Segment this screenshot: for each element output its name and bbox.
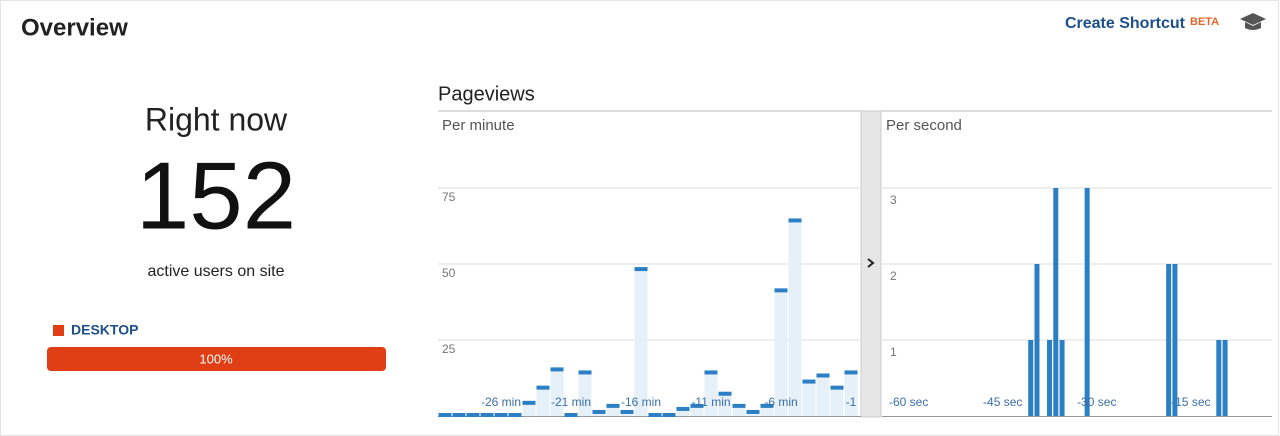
create-shortcut[interactable]: Create Shortcut	[1065, 15, 1186, 32]
bar	[620, 412, 634, 416]
bar	[536, 388, 550, 416]
y-tick-label: 25	[442, 342, 456, 356]
bar-cap	[718, 391, 732, 396]
bar-cap	[732, 403, 746, 408]
bar	[1222, 340, 1228, 416]
bar	[844, 373, 858, 416]
y-tick-label: 2	[890, 269, 897, 283]
bar-cap	[564, 413, 578, 417]
bar	[1053, 188, 1059, 416]
bar	[1047, 340, 1053, 416]
x-tick-label: -45 sec	[983, 395, 1022, 409]
active-users: 152	[136, 142, 296, 249]
bar-cap	[802, 379, 816, 384]
bar	[606, 406, 620, 416]
beta-badge: BETA	[1190, 16, 1219, 28]
right-now-title: Right now	[145, 101, 288, 137]
bar-cap	[466, 413, 480, 417]
x-tick-label: -30 sec	[1077, 395, 1116, 409]
bar	[760, 406, 774, 416]
y-tick-label: 75	[442, 190, 456, 204]
bar-cap	[704, 370, 718, 375]
bar-cap	[746, 409, 760, 414]
bar-cap	[592, 409, 606, 414]
active-users-caption: active users on site	[148, 263, 285, 280]
bar-cap	[480, 413, 494, 417]
x-tick-label: -60 sec	[889, 395, 928, 409]
bar	[522, 403, 536, 416]
bar	[830, 388, 844, 416]
bar	[746, 412, 760, 416]
share-label: 100%	[199, 351, 233, 366]
bar	[676, 409, 690, 416]
bar-cap	[760, 403, 774, 408]
y-tick-label: 3	[890, 193, 897, 207]
bar	[1172, 264, 1178, 416]
bar-cap	[676, 406, 690, 411]
bar	[1034, 264, 1040, 416]
y-tick-label: 50	[442, 266, 456, 280]
bar-cap	[662, 413, 676, 417]
bar	[578, 373, 592, 416]
x-tick-label: -15 sec	[1171, 395, 1210, 409]
bar-cap	[536, 385, 550, 390]
x-tick-label: -1	[846, 395, 857, 409]
bar	[718, 394, 732, 416]
bar	[732, 406, 746, 416]
legend-label: DESKTOP	[71, 322, 138, 338]
bar	[788, 221, 802, 416]
bar	[816, 376, 830, 416]
bar	[1059, 340, 1065, 416]
expand-arrow[interactable]	[867, 258, 875, 268]
bar	[690, 406, 704, 416]
bar	[1216, 340, 1222, 416]
x-tick-label: -26 min	[481, 395, 521, 409]
bar-cap	[844, 370, 858, 375]
bar-cap	[830, 385, 844, 390]
bar-cap	[816, 373, 830, 378]
bar-cap	[452, 413, 466, 417]
share-bar	[47, 347, 386, 371]
pageviews-title: Pageviews	[438, 83, 535, 105]
bar	[550, 370, 564, 416]
x-tick-label: -16 min	[621, 395, 661, 409]
chart-subtitle: Per second	[886, 117, 962, 134]
bar-cap	[648, 413, 662, 417]
bar-cap	[494, 413, 508, 417]
bar	[592, 412, 606, 416]
bar	[1084, 188, 1090, 416]
bar-cap	[690, 403, 704, 408]
bar	[774, 291, 788, 416]
bar-cap	[438, 413, 452, 417]
bar-cap	[788, 218, 802, 223]
x-tick-label: -6 min	[764, 395, 797, 409]
bar-cap	[522, 400, 536, 405]
chart-subtitle: Per minute	[442, 117, 515, 134]
bar	[1028, 340, 1034, 416]
bar-cap	[620, 409, 634, 414]
bar-cap	[606, 403, 620, 408]
bar	[634, 270, 648, 416]
help-icon[interactable]	[1240, 13, 1266, 30]
y-tick-label: 1	[890, 345, 897, 359]
bar	[1166, 264, 1172, 416]
bar	[802, 382, 816, 416]
bar	[704, 373, 718, 416]
x-tick-label: -21 min	[551, 395, 591, 409]
bar-cap	[550, 367, 564, 372]
bar-cap	[774, 288, 788, 293]
bar-cap	[508, 413, 522, 417]
x-tick-label: -11 min	[691, 395, 730, 409]
legend-swatch	[53, 325, 64, 336]
bar-cap	[578, 370, 592, 375]
page-title: Overview	[21, 14, 128, 41]
bar-cap	[634, 267, 648, 272]
